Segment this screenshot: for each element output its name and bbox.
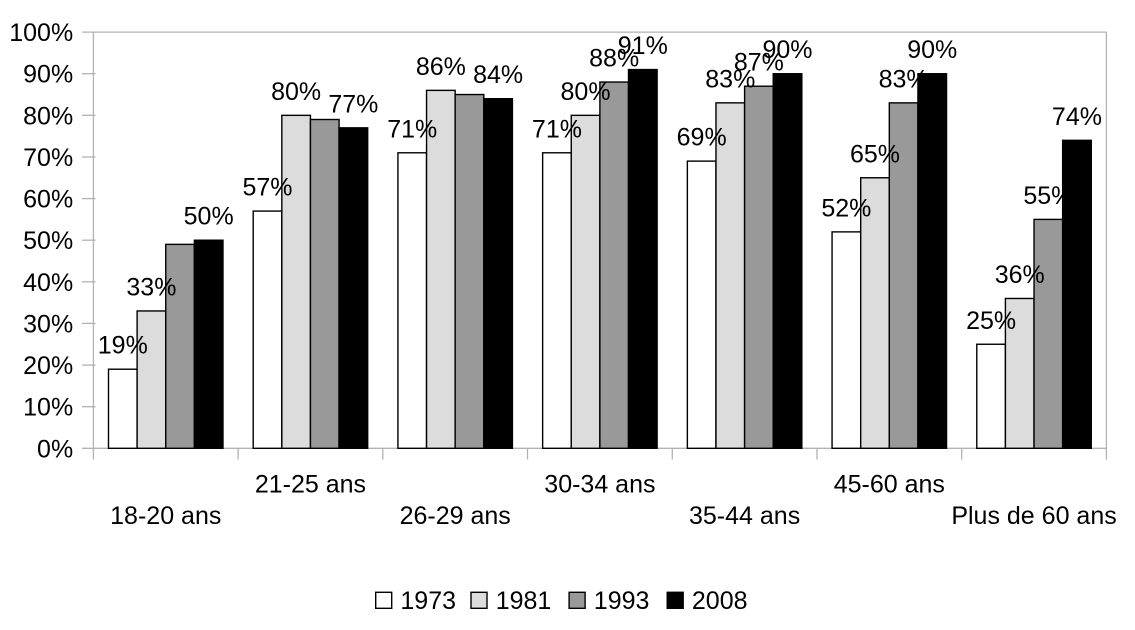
svg-text:69%: 69%: [677, 124, 727, 152]
svg-text:71%: 71%: [532, 115, 582, 143]
svg-text:100%: 100%: [9, 19, 73, 47]
svg-text:60%: 60%: [23, 186, 73, 214]
svg-text:90%: 90%: [763, 36, 813, 64]
svg-text:87%: 87%: [734, 49, 784, 77]
svg-text:90%: 90%: [23, 61, 73, 89]
svg-text:84%: 84%: [473, 61, 523, 89]
svg-text:88%: 88%: [589, 45, 639, 73]
svg-text:50%: 50%: [184, 203, 234, 231]
svg-text:50%: 50%: [23, 227, 73, 255]
svg-text:83%: 83%: [705, 65, 755, 93]
svg-text:80%: 80%: [23, 102, 73, 130]
svg-text:52%: 52%: [821, 194, 871, 222]
svg-text:1973: 1973: [400, 587, 456, 615]
svg-text:1981: 1981: [496, 587, 552, 615]
svg-text:10%: 10%: [23, 394, 73, 422]
svg-text:71%: 71%: [387, 115, 437, 143]
svg-text:20%: 20%: [23, 352, 73, 380]
svg-text:57%: 57%: [242, 174, 292, 202]
svg-text:2008: 2008: [692, 587, 748, 615]
svg-text:Plus de 60 ans: Plus de 60 ans: [951, 502, 1116, 530]
svg-text:18-20 ans: 18-20 ans: [110, 502, 221, 530]
svg-text:21-25 ans: 21-25 ans: [255, 471, 366, 499]
svg-text:25%: 25%: [966, 307, 1016, 335]
svg-text:19%: 19%: [98, 332, 148, 360]
svg-text:55%: 55%: [1023, 182, 1073, 210]
svg-text:70%: 70%: [23, 144, 73, 172]
svg-text:33%: 33%: [126, 273, 176, 301]
svg-text:30-34 ans: 30-34 ans: [544, 471, 655, 499]
svg-text:90%: 90%: [907, 36, 957, 64]
svg-text:74%: 74%: [1052, 103, 1102, 131]
svg-text:0%: 0%: [37, 435, 73, 463]
svg-text:65%: 65%: [850, 140, 900, 168]
svg-text:91%: 91%: [618, 32, 668, 60]
svg-text:45-60 ans: 45-60 ans: [834, 471, 945, 499]
svg-text:86%: 86%: [416, 53, 466, 81]
svg-text:83%: 83%: [879, 65, 929, 93]
svg-text:80%: 80%: [561, 78, 611, 106]
svg-text:26-29 ans: 26-29 ans: [400, 502, 511, 530]
svg-text:1993: 1993: [594, 587, 650, 615]
svg-text:40%: 40%: [23, 269, 73, 297]
svg-text:77%: 77%: [328, 90, 378, 118]
svg-text:30%: 30%: [23, 310, 73, 338]
svg-text:35-44 ans: 35-44 ans: [689, 502, 800, 530]
svg-text:80%: 80%: [271, 78, 321, 106]
svg-text:36%: 36%: [995, 261, 1045, 289]
